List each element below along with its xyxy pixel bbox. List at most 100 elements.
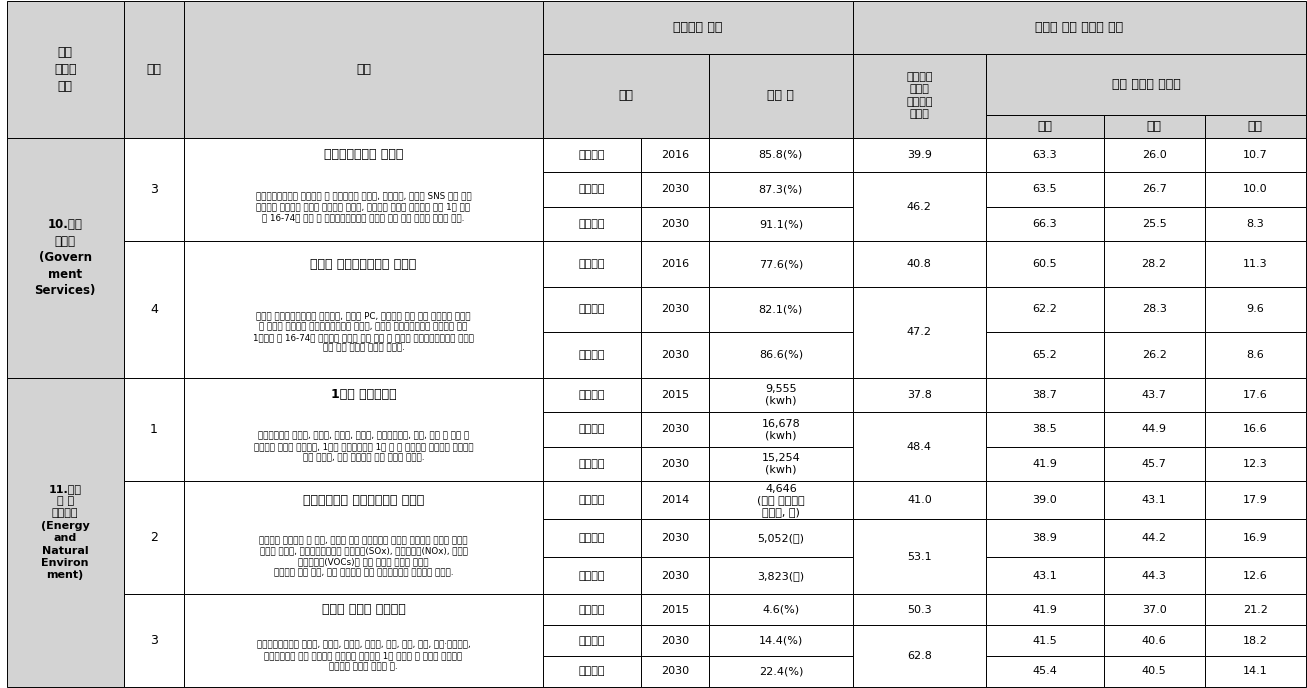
Bar <box>1205 172 1306 206</box>
Bar <box>640 557 710 594</box>
Bar <box>710 287 852 332</box>
Text: 11.3: 11.3 <box>1243 259 1268 269</box>
Bar <box>1205 656 1306 687</box>
Bar <box>1103 519 1205 557</box>
Bar <box>987 412 1103 447</box>
Text: 과학기술
혁신의
지표변화
기여도: 과학기술 혁신의 지표변화 기여도 <box>906 72 933 119</box>
Bar <box>710 241 852 287</box>
Bar <box>1103 241 1205 287</box>
Text: 9,555
(kwh): 9,555 (kwh) <box>765 384 797 406</box>
Bar <box>710 625 852 656</box>
Bar <box>640 241 710 287</box>
Bar <box>640 287 710 332</box>
Text: 63.3: 63.3 <box>1033 150 1057 160</box>
Bar <box>640 172 710 206</box>
Text: 66.3: 66.3 <box>1033 219 1057 229</box>
Text: 2030: 2030 <box>661 533 689 543</box>
Text: 정책당위: 정책당위 <box>579 666 605 676</box>
Bar <box>640 332 710 378</box>
Bar <box>124 1 184 138</box>
Text: 2030: 2030 <box>661 666 689 676</box>
Bar <box>640 625 710 656</box>
Text: 4: 4 <box>150 303 158 316</box>
Bar <box>1205 206 1306 241</box>
Bar <box>1103 378 1205 412</box>
Text: 전국적인 대기오염 및 기후, 생태계 변화 유발물질의 생태를 파악하기 위하여 측정된
자료를 말하며, 대기오염물질에는 황산화물(SOx), 질소산화물: 전국적인 대기오염 및 기후, 생태계 변화 유발물질의 생태를 파악하기 위하… <box>259 536 468 577</box>
Bar <box>542 625 640 656</box>
Text: 4.6(%): 4.6(%) <box>762 605 800 615</box>
Text: 2030: 2030 <box>661 350 689 360</box>
Text: 45.7: 45.7 <box>1141 459 1167 469</box>
Text: 3: 3 <box>150 183 158 196</box>
Text: 41.9: 41.9 <box>1033 459 1057 469</box>
Bar <box>852 378 987 412</box>
Bar <box>987 519 1103 557</box>
Text: 41.0: 41.0 <box>907 495 932 505</box>
Bar <box>184 1 542 138</box>
Bar <box>7 138 124 378</box>
Bar <box>1205 332 1306 378</box>
Bar <box>987 114 1103 138</box>
Text: 18.2: 18.2 <box>1243 636 1268 645</box>
Text: 14.4(%): 14.4(%) <box>758 636 802 645</box>
Bar <box>852 54 987 138</box>
Bar <box>640 378 710 412</box>
Text: 43.1: 43.1 <box>1033 570 1057 581</box>
Bar <box>184 138 542 241</box>
Text: 41.9: 41.9 <box>1033 605 1057 615</box>
Text: 40.5: 40.5 <box>1142 666 1166 676</box>
Text: 26.7: 26.7 <box>1141 184 1167 195</box>
Bar <box>987 172 1103 206</box>
Text: 25.5: 25.5 <box>1142 219 1166 229</box>
Text: 16.9: 16.9 <box>1243 533 1268 543</box>
Text: 최근관측: 최근관측 <box>579 605 605 615</box>
Bar <box>640 206 710 241</box>
Text: 41.5: 41.5 <box>1033 636 1057 645</box>
Bar <box>640 138 710 172</box>
Text: 2030: 2030 <box>661 184 689 195</box>
Bar <box>1103 625 1205 656</box>
Text: 45.4: 45.4 <box>1033 666 1057 676</box>
Text: 2030: 2030 <box>661 304 689 314</box>
Bar <box>1103 206 1205 241</box>
Bar <box>852 594 987 625</box>
Bar <box>852 412 987 482</box>
Bar <box>542 482 640 519</box>
Bar <box>1205 447 1306 482</box>
Bar <box>710 519 852 557</box>
Bar <box>1103 557 1205 594</box>
Text: 최근관측: 최근관측 <box>579 150 605 160</box>
Bar <box>542 519 640 557</box>
Bar <box>852 241 987 287</box>
Text: 지표: 지표 <box>356 63 371 76</box>
Bar <box>852 1 1306 54</box>
Text: 전자정부서비스란 행정기관 및 공공기관이 인터넷, 스마트폰, 이메일 SNS 등을 통해
국민에게 제공하는 정보나 서비스를 말하며, 전자정부 서비스 : 전자정부서비스란 행정기관 및 공공기관이 인터넷, 스마트폰, 이메일 SNS… <box>256 191 472 222</box>
Text: 2030: 2030 <box>661 636 689 645</box>
Text: 47.2: 47.2 <box>907 327 932 337</box>
Bar <box>710 138 852 172</box>
Text: 17.6: 17.6 <box>1243 390 1268 400</box>
Bar <box>710 656 852 687</box>
Bar <box>640 412 710 447</box>
Bar <box>710 172 852 206</box>
Bar <box>1205 378 1306 412</box>
Bar <box>1103 412 1205 447</box>
Bar <box>987 241 1103 287</box>
Bar <box>852 138 987 172</box>
Bar <box>987 54 1306 114</box>
Text: 44.2: 44.2 <box>1141 533 1167 543</box>
Text: 2030: 2030 <box>661 424 689 434</box>
Bar <box>1205 557 1306 594</box>
Text: 65.2: 65.2 <box>1033 350 1057 360</box>
Bar <box>852 287 987 378</box>
Bar <box>987 557 1103 594</box>
Text: 26.2: 26.2 <box>1141 350 1167 360</box>
Bar <box>710 206 852 241</box>
Bar <box>124 482 184 594</box>
Text: 86.6(%): 86.6(%) <box>759 350 802 360</box>
Bar <box>124 378 184 482</box>
Text: 모바일 전자정부서비스는 이동전화, 태블릿 PC, 아이패드 등의 무선 단말기로 이용할
수 있도록 제공되는 전자정부서비스를 말하며, 모바일 전자정부: 모바일 전자정부서비스는 이동전화, 태블릿 PC, 아이패드 등의 무선 단말… <box>254 312 474 353</box>
Bar <box>184 594 542 687</box>
Text: 전자정부서비스 이용률: 전자정부서비스 이용률 <box>324 149 403 162</box>
Bar <box>987 206 1103 241</box>
